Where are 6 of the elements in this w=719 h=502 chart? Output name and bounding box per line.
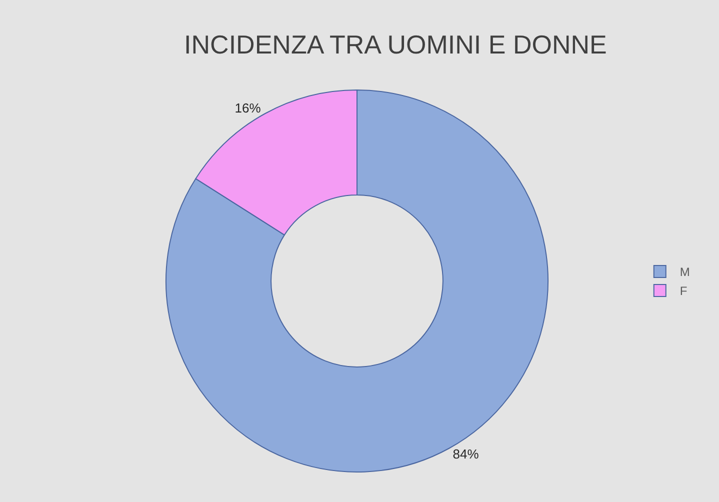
legend-label: M xyxy=(680,265,690,280)
legend-label: F xyxy=(680,284,688,298)
data-label: 16% xyxy=(234,100,262,116)
donut-slice xyxy=(166,90,548,472)
data-label: 84% xyxy=(452,446,480,462)
chart-title: INCIDENZA TRA UOMINI E DONNE xyxy=(184,29,607,60)
